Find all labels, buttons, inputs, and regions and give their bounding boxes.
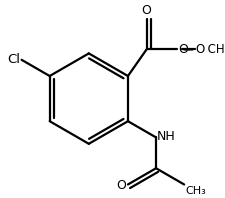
Text: CH₃: CH₃: [184, 186, 205, 196]
Text: O: O: [141, 4, 151, 17]
Text: O: O: [177, 43, 187, 56]
Text: O CH₃: O CH₃: [195, 43, 225, 56]
Text: O: O: [115, 179, 125, 192]
Text: Cl: Cl: [7, 53, 20, 66]
Text: NH: NH: [157, 130, 175, 143]
